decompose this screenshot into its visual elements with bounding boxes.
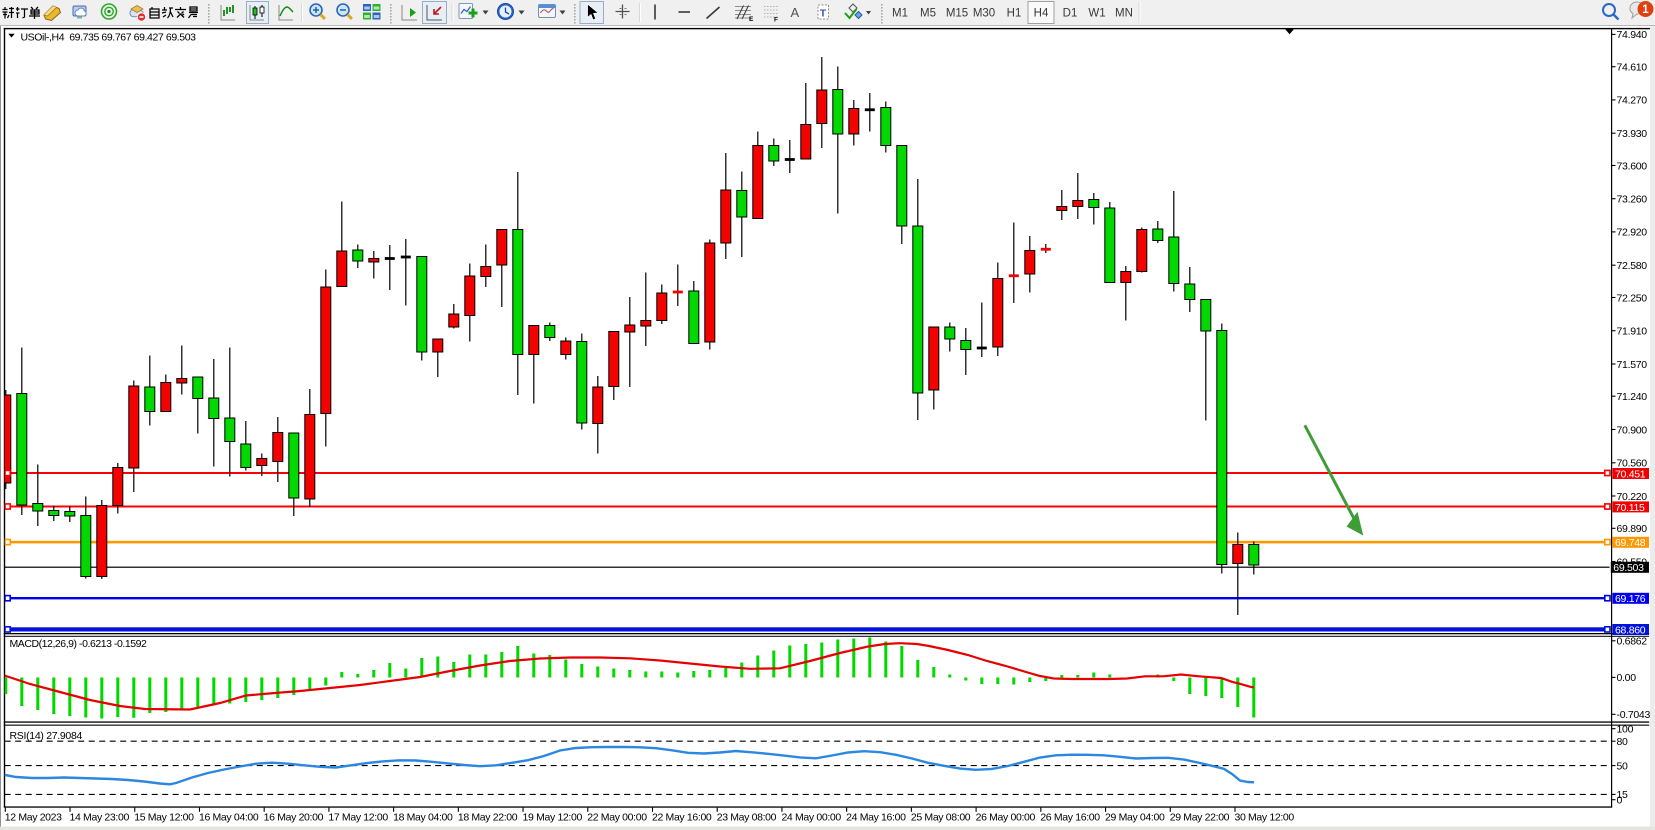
svg-text:73.930: 73.930 [1617,128,1648,140]
svg-text:26 May 16:00: 26 May 16:00 [1040,812,1100,824]
svg-text:14 May 23:00: 14 May 23:00 [70,812,130,824]
svg-text:USOil-,H4 69.735 69.767 69.42: USOil-,H4 69.735 69.767 69.427 69.503 [21,31,197,43]
svg-text:D1: D1 [1063,8,1078,20]
svg-text:17 May 12:00: 17 May 12:00 [328,812,388,824]
svg-text:RSI(14) 27.9084: RSI(14) 27.9084 [10,730,83,742]
svg-text:24 May 00:00: 24 May 00:00 [781,812,841,824]
svg-text:70.560: 70.560 [1617,458,1648,470]
svg-text:74.270: 74.270 [1617,95,1648,107]
svg-text:50: 50 [1617,760,1629,772]
svg-text:69.503: 69.503 [1613,562,1644,574]
svg-text:12 May 2023: 12 May 2023 [5,812,62,824]
svg-text:72.920: 72.920 [1617,227,1648,239]
svg-text:25 May 08:00: 25 May 08:00 [911,812,971,824]
svg-text:0.6862: 0.6862 [1617,636,1648,648]
svg-text:A: A [791,5,800,20]
svg-text:69.176: 69.176 [1615,593,1646,605]
svg-text:72.250: 72.250 [1617,292,1648,304]
svg-text:M15: M15 [946,8,968,20]
svg-text:29 May 04:00: 29 May 04:00 [1105,812,1165,824]
svg-text:18 May 04:00: 18 May 04:00 [393,812,453,824]
svg-text:74.610: 74.610 [1617,62,1648,74]
svg-text:69.748: 69.748 [1615,537,1646,549]
svg-text:H1: H1 [1007,8,1022,20]
svg-text:74.940: 74.940 [1617,29,1648,41]
svg-text:80: 80 [1617,736,1629,748]
svg-text:26 May 00:00: 26 May 00:00 [976,812,1036,824]
svg-text:1: 1 [1642,4,1649,16]
svg-text:18 May 22:00: 18 May 22:00 [458,812,518,824]
svg-text:22 May 00:00: 22 May 00:00 [587,812,647,824]
svg-text:0: 0 [1617,795,1623,807]
svg-text:19 May 12:00: 19 May 12:00 [523,812,583,824]
svg-text:T: T [820,8,827,20]
svg-text:22 May 16:00: 22 May 16:00 [652,812,712,824]
svg-text:15 May 12:00: 15 May 12:00 [134,812,194,824]
svg-text:24 May 16:00: 24 May 16:00 [846,812,906,824]
svg-text:70.900: 70.900 [1617,424,1648,436]
svg-text:M1: M1 [892,8,908,20]
svg-text:H4: H4 [1034,8,1049,20]
svg-text:71.910: 71.910 [1617,326,1648,338]
svg-text:0.00: 0.00 [1617,672,1637,684]
svg-text:71.570: 71.570 [1617,359,1648,371]
svg-text:73.600: 73.600 [1617,160,1648,172]
svg-text:16 May 04:00: 16 May 04:00 [199,812,259,824]
svg-text:M5: M5 [920,8,936,20]
svg-text:E: E [749,16,754,23]
svg-text:73.260: 73.260 [1617,194,1648,206]
svg-text:MACD(12,26,9) -0.6213 -0.1592: MACD(12,26,9) -0.6213 -0.1592 [10,638,148,650]
svg-text:29 May 22:00: 29 May 22:00 [1170,812,1230,824]
svg-text:MN: MN [1115,8,1133,20]
svg-text:M30: M30 [973,8,995,20]
svg-text:69.890: 69.890 [1617,523,1648,535]
svg-text:F: F [774,17,778,24]
svg-text:70.451: 70.451 [1615,468,1646,480]
svg-text:16 May 20:00: 16 May 20:00 [264,812,324,824]
svg-text:15: 15 [1617,789,1629,801]
svg-text:W1: W1 [1088,8,1105,20]
svg-text:71.240: 71.240 [1617,391,1648,403]
svg-text:-0.7043: -0.7043 [1617,709,1651,721]
svg-text:30 May 12:00: 30 May 12:00 [1234,812,1294,824]
svg-text:100: 100 [1617,724,1634,736]
svg-text:70.115: 70.115 [1615,502,1645,514]
svg-text:70.220: 70.220 [1617,491,1648,503]
svg-text:68.860: 68.860 [1615,624,1646,636]
svg-text:72.580: 72.580 [1617,260,1648,272]
svg-text:23 May 08:00: 23 May 08:00 [717,812,777,824]
